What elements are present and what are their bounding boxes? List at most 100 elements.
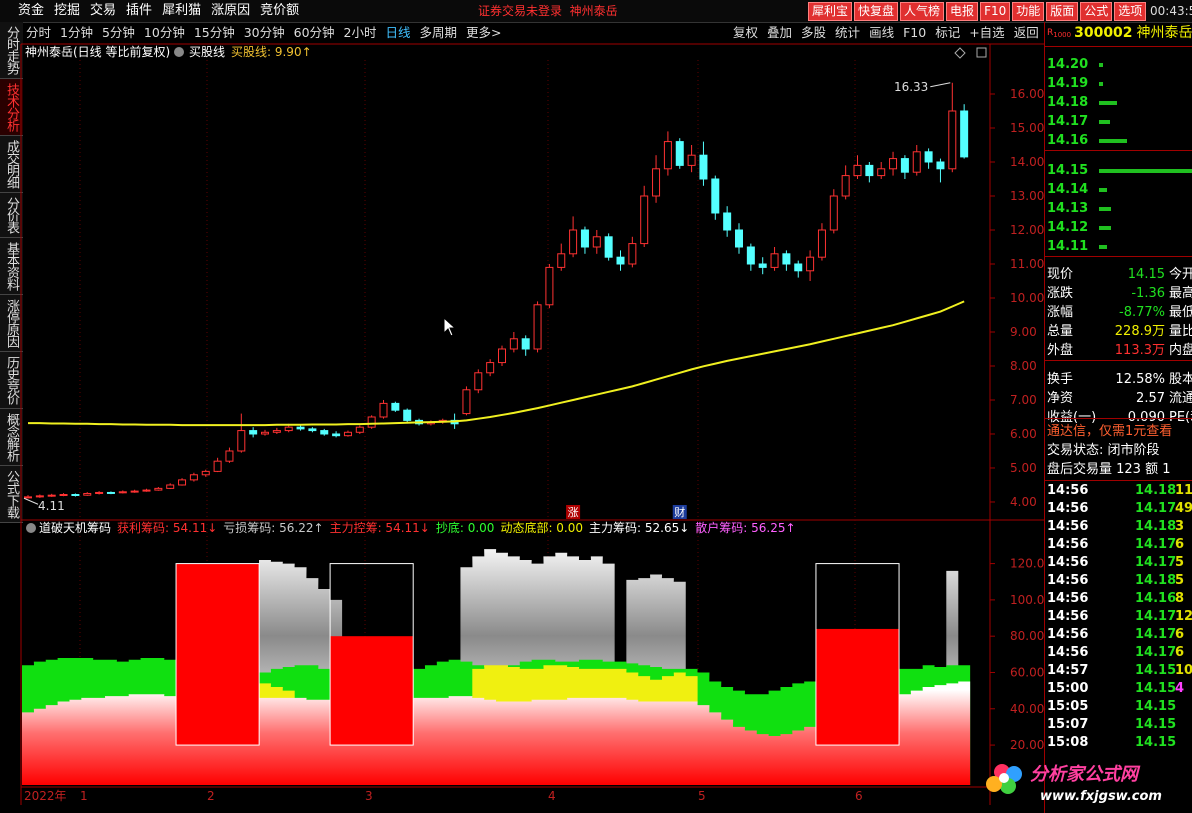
- menu-item[interactable]: 涨原因: [211, 3, 251, 18]
- notice: 通达信，仅需1元查看: [1047, 424, 1173, 439]
- candle-body: [355, 426, 364, 433]
- side-tab[interactable]: 分时走势: [0, 22, 23, 79]
- candle-body: [486, 362, 495, 374]
- side-tab[interactable]: 成交明细: [0, 136, 23, 193]
- candle-body: [794, 263, 803, 272]
- menu-item[interactable]: 竞价额: [260, 3, 300, 18]
- y-tick-label: 12.00: [1010, 223, 1044, 237]
- order-price: 14.11: [1047, 239, 1089, 254]
- side-tab[interactable]: 历史竞价: [0, 352, 23, 409]
- order-row: 14.15: [1047, 162, 1192, 180]
- period[interactable]: 更多>: [466, 25, 502, 40]
- tick-row: 14:56 14.17 49: [1047, 500, 1192, 518]
- tick-row: 14:56 14.17 12: [1047, 608, 1192, 626]
- side-tab[interactable]: 公式下载: [0, 466, 23, 523]
- box-outline: [175, 563, 260, 746]
- side-tab[interactable]: 技术分析: [0, 79, 23, 136]
- tool[interactable]: 叠加: [767, 25, 793, 40]
- trade-status: 交易状态: 闭市阶段: [1047, 443, 1160, 458]
- candle-body: [83, 492, 92, 496]
- depth-bar: [1099, 82, 1103, 86]
- order-row: 14.17: [1047, 113, 1192, 131]
- tool[interactable]: 标记: [935, 25, 961, 40]
- candle-body: [71, 494, 80, 497]
- y-tick-label: 20.00: [1010, 738, 1044, 752]
- login-status: 证券交易未登录 神州泰岳: [478, 0, 618, 22]
- tick-price: 14.15: [1135, 717, 1177, 732]
- period[interactable]: 1分钟: [60, 25, 93, 40]
- candle-body: [806, 256, 815, 272]
- candle-body: [178, 479, 187, 486]
- y-tick-label: 80.00: [1010, 629, 1044, 643]
- icon[interactable]: [976, 47, 987, 58]
- side-tab[interactable]: 分价表: [0, 193, 23, 238]
- arrow: [930, 82, 951, 88]
- tool[interactable]: 统计: [835, 25, 861, 40]
- tool[interactable]: F10: [903, 25, 927, 40]
- candle-body: [261, 431, 269, 435]
- menu-item[interactable]: 挖掘: [54, 3, 81, 18]
- tick-price: 14.17: [1135, 501, 1177, 516]
- tick-price: 14.17: [1135, 627, 1177, 642]
- side-tab[interactable]: 基本资料: [0, 238, 23, 295]
- x-axis: 2022年 1 2 3 4 5 6: [24, 789, 863, 803]
- menu-item[interactable]: 犀利猫: [162, 3, 202, 18]
- top-button[interactable]: 公式: [1080, 2, 1113, 21]
- top-button[interactable]: 电报: [946, 2, 979, 21]
- top-button[interactable]: 版面: [1046, 2, 1079, 21]
- tool[interactable]: 复权: [733, 25, 759, 40]
- order-price: 14.19: [1047, 76, 1089, 91]
- side-tab[interactable]: 涨停原因: [0, 295, 23, 352]
- marker: 财: [674, 505, 685, 519]
- period[interactable]: 5分钟: [101, 25, 135, 40]
- top-button[interactable]: 犀利宝: [808, 2, 853, 21]
- menu: 资金 挖掘 交易 插件 犀利猫 涨原因 竞价额: [18, 0, 309, 22]
- tick-vol: 6: [1175, 537, 1185, 552]
- box-fill: [815, 628, 900, 746]
- y-tick-label: 10.00: [1010, 291, 1044, 305]
- tick-price: 14.15: [1135, 699, 1177, 714]
- menu-item[interactable]: 交易: [90, 3, 117, 18]
- period[interactable]: 15分钟: [193, 25, 235, 40]
- tick-time: 14:56: [1047, 591, 1089, 606]
- tick-row: 15:00 14.15 4: [1047, 680, 1192, 698]
- candle-body: [912, 151, 921, 173]
- icon[interactable]: [954, 47, 966, 59]
- menu-item[interactable]: 资金: [18, 3, 45, 18]
- period[interactable]: 分时: [26, 25, 52, 40]
- candles: [24, 82, 969, 499]
- top-button[interactable]: F10: [980, 2, 1011, 21]
- tick-row: 15:05 14.15: [1047, 698, 1192, 716]
- box-outline: [815, 563, 900, 746]
- tool[interactable]: 多股: [801, 25, 827, 40]
- settings-icon[interactable]: [26, 523, 36, 533]
- top-button[interactable]: 功能: [1012, 2, 1045, 21]
- period[interactable]: 30分钟: [243, 25, 285, 40]
- tick-time: 14:56: [1047, 609, 1089, 624]
- tick-row: 14:56 14.17 6: [1047, 644, 1192, 662]
- tick-price: 14.18: [1135, 519, 1177, 534]
- top-button[interactable]: 快复盘: [854, 2, 899, 21]
- side-tab[interactable]: 概念解析: [0, 409, 23, 466]
- tool[interactable]: 画线: [869, 25, 895, 40]
- y-tick-label: 40.00: [1010, 702, 1044, 716]
- candle-body: [367, 416, 376, 428]
- settings-icon[interactable]: [174, 47, 184, 57]
- period[interactable]: 日线: [385, 25, 411, 40]
- candle-body: [296, 426, 305, 430]
- tool[interactable]: +自选: [969, 25, 1005, 40]
- top-button[interactable]: 人气榜: [900, 2, 945, 21]
- period[interactable]: 多周期: [419, 25, 458, 40]
- period[interactable]: 10分钟: [143, 25, 185, 40]
- candle-body: [699, 154, 708, 180]
- period[interactable]: 2小时: [343, 25, 377, 40]
- period-bar: 分时 1分钟 5分钟 10分钟 15分钟 30分钟 60分钟 2小时 日线 多周期 更多>: [26, 22, 511, 44]
- tool[interactable]: 返回: [1013, 25, 1039, 40]
- after-row: 盘后交易量 123 额 1: [1047, 461, 1192, 479]
- top-button[interactable]: 选项: [1114, 2, 1147, 21]
- menu-item[interactable]: 插件: [126, 3, 153, 18]
- period[interactable]: 60分钟: [293, 25, 335, 40]
- y-tick-label: 5.00: [1010, 461, 1037, 475]
- x-tick-label: 5: [698, 789, 706, 803]
- tick-row: 14:56 14.18 3: [1047, 518, 1192, 536]
